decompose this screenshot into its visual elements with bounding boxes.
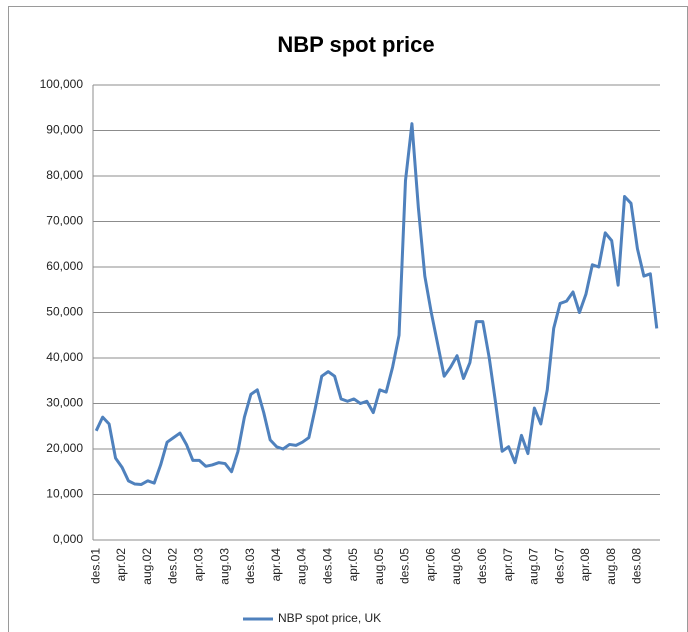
x-tick-label: des.06 [475, 548, 489, 584]
x-tick-label: aug.08 [604, 548, 618, 585]
x-tick-label: aug.02 [140, 548, 154, 585]
x-tick-label: aug.03 [217, 548, 231, 585]
x-tick-label: aug.04 [295, 548, 309, 585]
x-tick-label: des.07 [552, 548, 566, 584]
chart-frame [8, 6, 688, 632]
x-tick-label: des.04 [320, 548, 334, 584]
x-tick-label: aug.05 [372, 548, 386, 585]
x-tick-label: des.08 [630, 548, 644, 584]
x-tick-label: apr.07 [501, 548, 515, 582]
x-tick-label: apr.06 [423, 548, 437, 582]
x-tick-label: apr.03 [191, 548, 205, 582]
x-tick-label: apr.05 [346, 548, 360, 582]
y-tick-label: 80,000 [46, 168, 83, 182]
legend-label: NBP spot price, UK [278, 611, 381, 625]
x-tick-label: des.02 [166, 548, 180, 584]
y-tick-label: 70,000 [46, 214, 83, 228]
y-tick-label: 20,000 [46, 441, 83, 455]
y-tick-label: 50,000 [46, 305, 83, 319]
chart-title: NBP spot price [277, 32, 434, 57]
x-tick-label: apr.08 [578, 548, 592, 582]
y-tick-label: 60,000 [46, 259, 83, 273]
x-tick-label: aug.06 [449, 548, 463, 585]
x-tick-label: aug.07 [527, 548, 541, 585]
y-tick-label: 40,000 [46, 350, 83, 364]
x-tick-label: apr.04 [269, 548, 283, 582]
y-tick-label: 0,000 [53, 532, 83, 546]
x-tick-label: apr.02 [114, 548, 128, 582]
y-tick-label: 10,000 [46, 487, 83, 501]
y-tick-label: 30,000 [46, 396, 83, 410]
data-line [94, 122, 659, 486]
y-tick-label: 100,000 [40, 77, 84, 91]
x-tick-label: des.05 [398, 548, 412, 584]
x-tick-label: des.03 [243, 548, 257, 584]
y-tick-label: 90,000 [46, 123, 83, 137]
x-tick-label: des.01 [88, 548, 102, 584]
